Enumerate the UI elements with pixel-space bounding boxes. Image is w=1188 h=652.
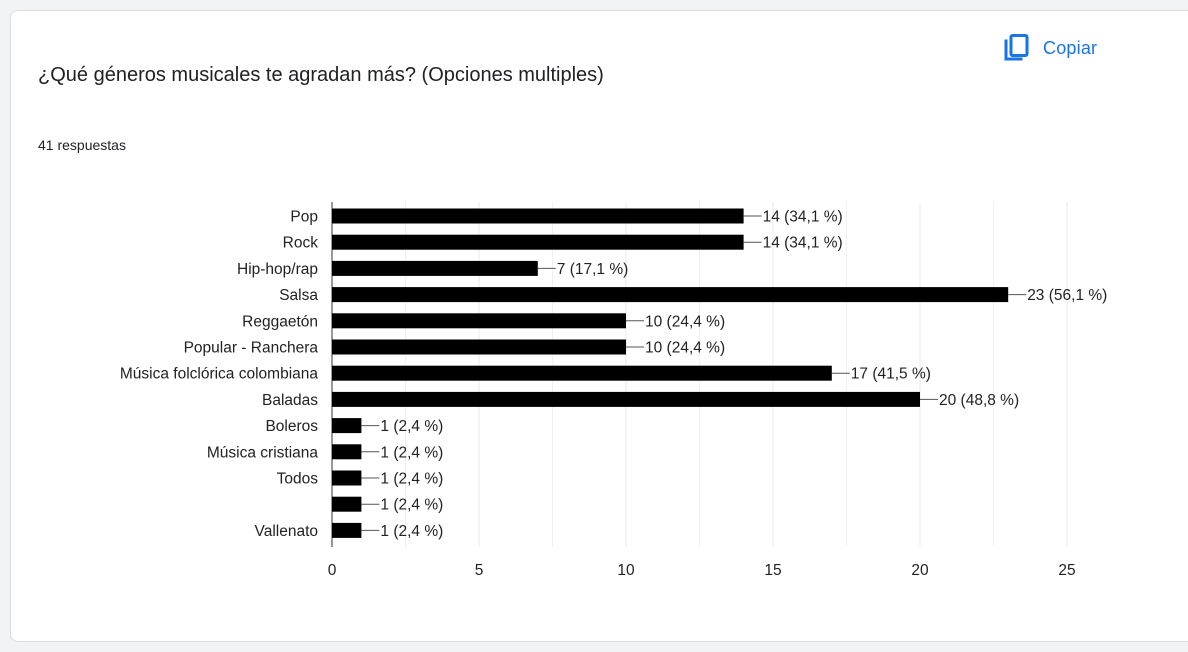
category-label: Vallenato <box>255 523 318 540</box>
data-label: 7 (17,1 %) <box>557 261 629 278</box>
bar <box>332 234 744 250</box>
x-tick-label: 20 <box>911 562 929 579</box>
category-label: Rock <box>283 235 319 252</box>
bar <box>332 522 362 538</box>
category-label: Hip-hop/rap <box>237 261 318 278</box>
bar <box>332 313 626 329</box>
x-tick-label: 15 <box>764 562 781 579</box>
bar <box>332 260 538 276</box>
category-label: Todos <box>277 471 319 488</box>
data-label: 1 (2,4 %) <box>380 471 443 488</box>
data-label: 14 (34,1 %) <box>763 209 843 226</box>
category-label: Reggaetón <box>242 313 318 330</box>
response-count: 41 respuestas <box>38 137 126 153</box>
chart-labels: 0 5 10 15 20 25 14 (34,1 %) Pop 14 (34,1 %) Rock 7… <box>120 209 1107 580</box>
category-label: Pop <box>290 209 318 226</box>
data-label: 14 (34,1 %) <box>763 235 843 252</box>
category-label: Baladas <box>262 392 318 409</box>
data-label: 17 (41,5 %) <box>851 366 931 383</box>
copy-label: Copiar <box>1043 37 1098 58</box>
copy-button[interactable]: Copiar <box>1003 33 1097 63</box>
bar <box>332 365 832 381</box>
data-label: 10 (24,4 %) <box>645 313 725 330</box>
bar <box>332 470 362 486</box>
category-label: Música cristiana <box>207 444 318 461</box>
category-label: Popular - Ranchera <box>184 340 319 357</box>
question-title: ¿Qué géneros musicales te agradan más? (… <box>38 64 604 86</box>
bar <box>332 208 744 224</box>
bar <box>332 496 362 512</box>
x-tick-label: 10 <box>617 562 635 579</box>
data-label: 23 (56,1 %) <box>1027 287 1107 304</box>
category-label: Música folclórica colombiana <box>120 366 319 383</box>
bar <box>332 339 626 355</box>
data-label: 10 (24,4 %) <box>645 340 725 357</box>
data-label: 1 (2,4 %) <box>380 523 443 540</box>
bar <box>332 287 1009 303</box>
chart-bars <box>332 208 1027 538</box>
bar <box>332 391 920 407</box>
copy-icon <box>1004 34 1029 61</box>
bar <box>332 418 362 434</box>
category-label: Salsa <box>279 287 318 304</box>
x-tick-label: 0 <box>328 562 337 579</box>
x-tick-label: 25 <box>1058 562 1075 579</box>
data-label: 1 (2,4 %) <box>380 418 443 435</box>
category-label: Boleros <box>265 418 318 435</box>
x-tick-label: 5 <box>475 562 484 579</box>
data-label: 1 (2,4 %) <box>380 444 443 461</box>
data-label: 1 (2,4 %) <box>380 497 443 514</box>
data-label: 20 (48,8 %) <box>939 392 1019 409</box>
bar <box>332 444 362 460</box>
